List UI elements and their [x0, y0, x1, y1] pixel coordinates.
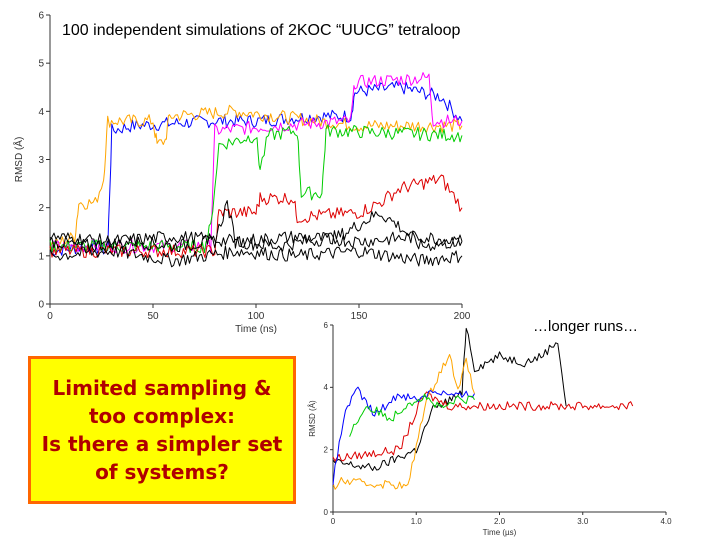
y-tick-label: 6: [324, 321, 329, 330]
series-line-0: [49, 80, 463, 257]
y-tick-label: 4: [324, 383, 329, 392]
series-line-1: [332, 391, 634, 462]
y-tick-label: 2: [38, 203, 44, 214]
x-tick-label: 200: [454, 311, 471, 322]
x-tick-label: 4.0: [660, 517, 672, 526]
y-tick-label: 4: [38, 107, 44, 118]
x-tick-label: 0: [47, 311, 53, 322]
series-line-4: [349, 393, 475, 437]
slide-title: 100 independent simulations of 2KOC “UUC…: [62, 22, 461, 39]
chart-200ns: 0 1 2 3 4 5 6 0 50 100 150 200 Time (ns) RMSD (Å): [12, 11, 471, 336]
x-tick-label: 50: [147, 311, 159, 322]
callout-text: Limited sampling & too complex: Is there…: [41, 376, 283, 484]
y-tick-label: 0: [38, 300, 44, 311]
longer-runs-caption: …longer runs…: [533, 318, 639, 335]
y-tick-label: 3: [38, 155, 44, 166]
chart-microseconds: 0 2 4 6 0 1.0 2.0 3.0 4.0 Time (µs) RMSD (Å): [308, 321, 672, 537]
y-tick-label: 1: [38, 251, 44, 262]
series-line-2: [49, 72, 463, 254]
x-tick-label: 150: [351, 311, 368, 322]
x-tick-label: 0: [331, 517, 336, 526]
x-tick-label: 2.0: [494, 517, 506, 526]
series-line-0: [332, 327, 567, 471]
y-tick-label: 0: [324, 508, 329, 517]
x-tick-label: 100: [248, 311, 265, 322]
callout-box: Limited sampling & too complex: Is there…: [28, 356, 296, 504]
x-axis-label: Time (ns): [235, 324, 277, 335]
x-axis-label: Time (µs): [483, 528, 517, 537]
series-line-3: [332, 386, 475, 485]
series-line-7: [49, 230, 463, 249]
x-tick-label: 3.0: [577, 517, 589, 526]
y-tick-label: 5: [38, 59, 44, 70]
x-tick-label: 1.0: [411, 517, 423, 526]
series-line-1: [49, 104, 463, 250]
y-tick-label: 6: [38, 11, 44, 22]
y-axis-label: RMSD (Å): [12, 137, 25, 183]
y-tick-label: 2: [324, 445, 329, 454]
y-axis-label: RMSD (Å): [308, 400, 317, 437]
series-line-6: [49, 245, 463, 268]
series-line-2: [332, 354, 475, 490]
